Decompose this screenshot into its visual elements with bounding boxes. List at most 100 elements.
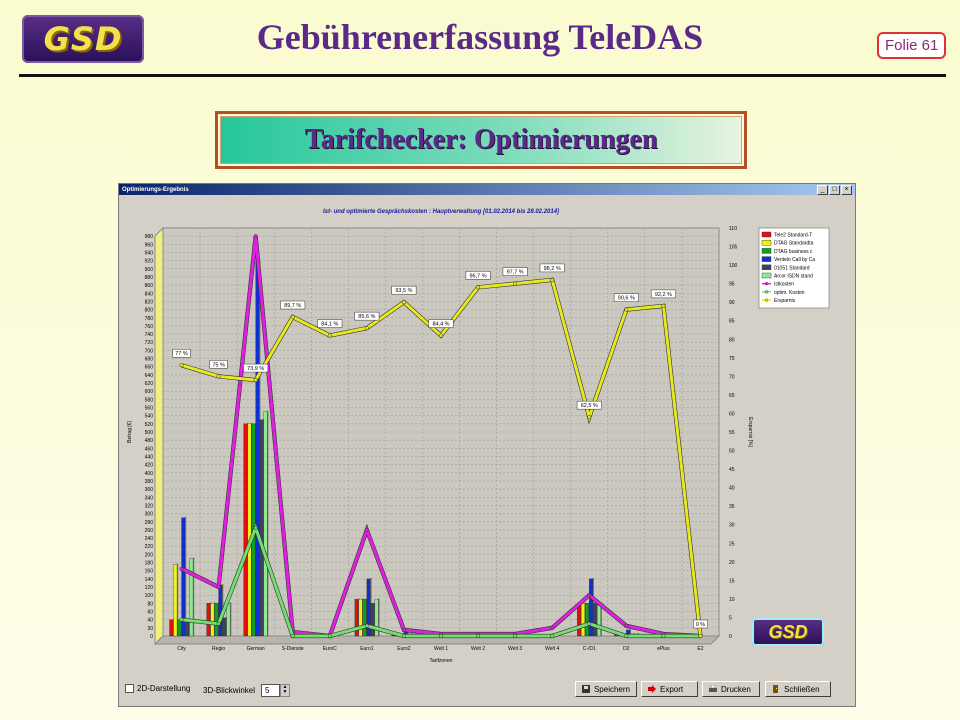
y-tick-label: 500 [145,430,154,436]
x-tick-label: Euro1 [360,646,374,652]
line-point [216,374,221,379]
ersparnis-label-box [502,267,528,276]
bar-side [230,602,232,636]
line-point [624,623,629,628]
y2-tick-label: 15 [729,578,735,584]
line-point [476,633,481,639]
ersparnis-label: 89,7 % [284,303,301,309]
ersparnis-label-box [465,271,491,280]
bar [214,603,219,637]
ersparnis-label-box [428,319,454,328]
close-button[interactable]: Schließen [765,681,831,697]
chart-area: 0 20 40 60 80 100 120 140 160 180 200 220 240 260 280 3… [123,198,853,678]
print-button[interactable]: Drucken [702,681,760,697]
y-tick-label: 480 [145,438,154,444]
x-tick-label: Welt 3 [508,646,522,652]
y2-tick-label: 100 [729,263,738,269]
y-tick-label: 280 [145,520,154,526]
2d-checkbox[interactable]: 2D-Darstellung [125,684,190,693]
ersparnis-label: 75 % [212,362,225,368]
line-point [401,633,406,639]
line-point [587,593,592,598]
legend-entry: 01051 Standard [774,265,810,271]
line-point [364,527,369,532]
close-window-button[interactable]: × [841,184,852,195]
legend-swatch [761,248,772,254]
y-tick-label: 260 [145,528,154,534]
line-point [513,633,518,639]
legend-swatch [761,256,772,262]
line-point [550,277,555,282]
y2-tick-label: 5 [729,615,732,621]
bar-side [378,598,380,636]
ersparnis-label: 77 % [175,351,188,357]
line-point [179,363,184,368]
y-tick-label: 60 [147,610,153,616]
legend-swatch [761,240,772,246]
line-point [624,633,629,639]
angle-label: 3D-Blickwinkel [203,686,256,695]
y-tick-label: 920 [145,259,154,265]
x-tick-label: EuroC [323,646,338,652]
bar [358,599,363,637]
legend-marker [764,282,769,286]
y-tick-label: 80 [147,601,153,607]
y-tick-label: 980 [145,234,154,240]
checkbox-box[interactable] [125,684,134,693]
line-point [438,633,444,639]
x-tick-label: Welt 4 [545,646,559,652]
bar [597,603,601,637]
y-tick-label: 340 [145,495,154,501]
y-tick-label: 780 [145,316,154,322]
ersparnis-label: 93,5 % [395,288,412,294]
ersparnis-label: 96,7 % [470,273,487,279]
line-point [401,300,406,305]
bar [581,603,585,637]
y2-tick-label: 75 [729,356,735,362]
angle-spinner[interactable]: 5 ▲ ▼ [261,684,291,697]
legend-entry: optim. Kosten [774,290,805,296]
y-axis-label: Betrag [€] [127,421,133,443]
line-point [550,625,555,630]
line-point [216,584,221,590]
save-button[interactable]: Speichern [575,681,637,697]
ersparnis-label-box [693,619,708,629]
y-tick-label: 380 [145,479,154,485]
spin-arrows[interactable]: ▲ ▼ [280,684,291,697]
floppy-icon [582,685,590,693]
bar [177,619,182,637]
minimize-button[interactable]: _ [817,184,828,195]
bar [593,603,597,637]
legend-swatch [761,231,772,238]
bar [173,564,178,637]
ersparnis-label-box [391,285,417,295]
bar [585,603,589,637]
line-point [624,307,629,312]
angle-value[interactable]: 5 [261,684,281,697]
legend-entry: Arcor ISDN stand [774,274,813,280]
y2-tick-label: 80 [729,337,735,343]
y-tick-label: 300 [145,512,154,518]
bar [243,423,248,637]
export-button[interactable]: Export [641,681,698,697]
y2-tick-label: 40 [729,486,735,492]
ersparnis-label-box [172,348,191,358]
line-point [587,415,592,420]
bar [226,603,231,637]
x-tick-label: Welt 2 [471,646,485,652]
left-wall [154,226,164,646]
chart-title: Ist- und optimierte Gesprächskosten : Ha… [323,209,560,215]
ersparnis-label: 98,2 % [544,266,561,272]
y-tick-label: 140 [145,577,154,583]
bar [255,260,260,637]
export-arrow-icon [648,685,656,693]
checkbox-label: 2D-Darstellung [137,684,191,693]
bar-side [267,410,269,636]
bar [210,603,215,637]
maximize-button[interactable]: □ [829,184,840,195]
x-tick-label: S-Dienste [282,646,304,652]
angle-control: 3D-Blickwinkel 5 ▲ ▼ [203,684,291,697]
y-tick-label: 760 [145,324,154,330]
bar [370,603,375,637]
bar [181,517,186,637]
